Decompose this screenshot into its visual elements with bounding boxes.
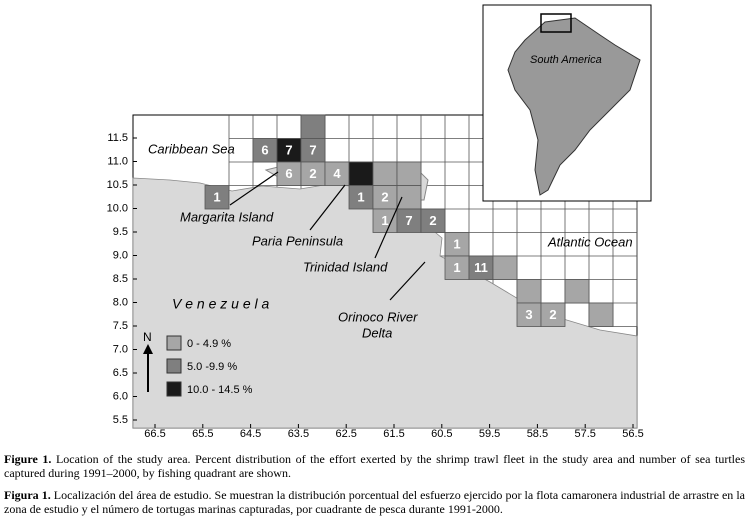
inset-label: South America <box>530 54 602 66</box>
y-tick-label: 11.5 <box>107 132 128 144</box>
caption-text: Location of the study area. Percent dist… <box>4 452 746 480</box>
y-tick-label: 7.0 <box>113 343 128 355</box>
quadrant <box>516 279 542 304</box>
quadrant <box>420 208 446 233</box>
turtle-count: 7 <box>285 143 292 158</box>
caption-label: Figure 1. <box>4 452 52 466</box>
x-tick-label: 66.5 <box>144 428 165 440</box>
turtle-count: 11 <box>474 260 488 275</box>
legend-label: 5.0 -9.9 % <box>187 361 237 373</box>
y-tick-label: 8.0 <box>113 296 128 308</box>
y-tick-label: 5.5 <box>113 414 128 426</box>
place-label: Trinidad Island <box>303 259 388 274</box>
north-label: N <box>143 330 152 344</box>
quadrant <box>372 161 398 186</box>
turtle-count: 7 <box>405 213 412 228</box>
pointer <box>374 196 403 259</box>
turtle-count: 1 <box>381 213 388 228</box>
x-tick-label: 64.5 <box>240 428 261 440</box>
quadrant <box>300 114 326 139</box>
legend-swatch <box>166 358 182 374</box>
y-tick-label: 9.5 <box>113 226 128 238</box>
turtle-count: 6 <box>261 143 268 158</box>
y-tick-label: 10.5 <box>107 179 128 191</box>
quadrant <box>204 185 230 210</box>
sea-label: Caribbean Sea <box>148 141 235 156</box>
turtle-count: 1 <box>453 237 460 252</box>
caption-text: Localización del área de estudio. Se mue… <box>4 488 745 516</box>
x-tick-label: 65.5 <box>192 428 213 440</box>
quadrant <box>492 255 518 280</box>
legend-label: 0 - 4.9 % <box>187 338 231 350</box>
caption-en: Figure 1. Location of the study area. Pe… <box>4 452 745 480</box>
turtle-count: 6 <box>285 166 292 181</box>
turtle-count: 3 <box>525 307 532 322</box>
x-tick-label: 58.5 <box>527 428 548 440</box>
legend-label: 10.0 - 14.5 % <box>187 384 253 396</box>
country-label: V e n e z u e l a <box>172 296 269 312</box>
inset-continent <box>507 17 641 196</box>
place-label: Paria Peninsula <box>252 233 343 248</box>
x-tick-label: 61.5 <box>383 428 404 440</box>
x-tick-label: 56.5 <box>622 428 643 440</box>
turtle-count: 2 <box>309 166 316 181</box>
turtle-count: 1 <box>213 190 220 205</box>
pointer <box>389 261 426 301</box>
turtle-count: 1 <box>357 190 364 205</box>
land <box>132 177 638 429</box>
y-tick-label: 10.0 <box>107 202 128 214</box>
turtle-count: 2 <box>429 213 436 228</box>
y-tick-label: 9.0 <box>113 249 128 261</box>
place-label: Orinoco River <box>338 309 418 324</box>
turtle-count: 7 <box>309 143 316 158</box>
quadrant <box>348 161 374 186</box>
x-tick-label: 57.5 <box>574 428 595 440</box>
place-label: Delta <box>362 325 392 340</box>
x-tick-label: 62.5 <box>335 428 356 440</box>
x-tick-label: 59.5 <box>479 428 500 440</box>
x-tick-label: 63.5 <box>288 428 309 440</box>
turtle-count: 2 <box>549 307 556 322</box>
quadrant <box>396 161 422 186</box>
quadrant <box>564 279 590 304</box>
y-tick-label: 11.0 <box>107 155 128 167</box>
sea-label: Atlantic Ocean <box>547 234 633 249</box>
caption-label: Figura 1. <box>4 488 51 502</box>
inset-study-box <box>540 13 572 33</box>
quadrant <box>588 302 614 327</box>
turtle-count: 2 <box>381 190 388 205</box>
turtle-count: 4 <box>333 166 341 181</box>
map: 6 7 76 2 41 1 21 7 211 113 2 Caribbean Sea Margari… <box>107 4 652 440</box>
legend-swatch <box>166 381 182 397</box>
legend-swatch <box>166 335 182 351</box>
pointer <box>309 184 346 231</box>
quadrant <box>540 302 566 327</box>
y-tick-label: 7.5 <box>113 320 128 332</box>
x-tick-label: 60.5 <box>431 428 452 440</box>
quadrant <box>396 185 422 210</box>
y-tick-label: 6.0 <box>113 390 128 402</box>
turtle-count: 1 <box>453 260 460 275</box>
y-tick-label: 6.5 <box>113 367 128 379</box>
north-arrowhead <box>143 344 153 354</box>
caption-es: Figura 1. Localización del área de estud… <box>4 488 745 516</box>
place-label: Margarita Island <box>180 209 274 224</box>
pointer <box>229 171 279 206</box>
y-tick-label: 8.5 <box>113 273 128 285</box>
